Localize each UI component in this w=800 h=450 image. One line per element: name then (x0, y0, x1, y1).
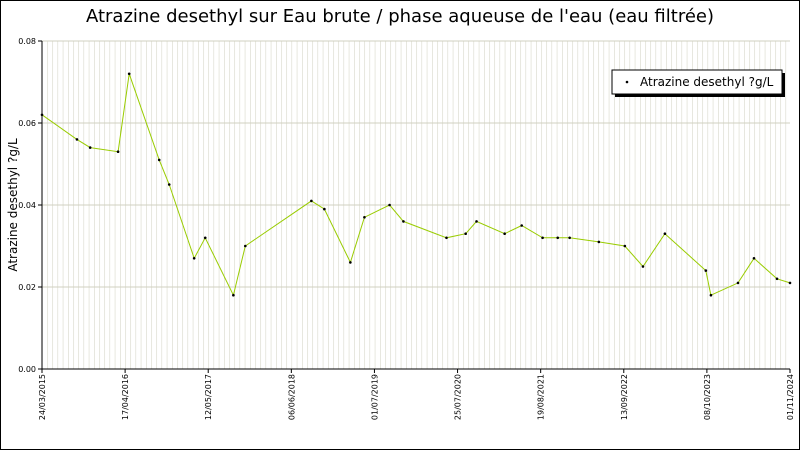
point (541, 236, 544, 240)
point (363, 216, 366, 219)
y-axis-label: Atrazine desethyl ?g/L (6, 138, 20, 272)
y-tick-label: 0.06 (18, 119, 36, 128)
point (788, 281, 792, 285)
point (244, 244, 247, 248)
chart-title: Atrazine desethyl sur Eau brute / phase … (86, 6, 714, 27)
point (709, 293, 713, 297)
point (775, 277, 779, 281)
y-tick-label: 0.04 (18, 201, 36, 210)
point (349, 261, 352, 264)
x-tick-label: 25/07/2020 (454, 374, 463, 420)
point (127, 72, 131, 76)
x-tick-label: 17/04/2016 (121, 374, 130, 420)
point (568, 236, 571, 240)
point (556, 236, 560, 240)
point (323, 207, 326, 211)
point (597, 240, 601, 244)
point (752, 257, 756, 260)
point (88, 146, 92, 149)
point (736, 281, 740, 285)
x-tick-label: 13/09/2022 (620, 374, 629, 420)
point (40, 113, 44, 117)
point (623, 244, 627, 248)
legend-marker (625, 80, 629, 84)
point (157, 158, 161, 162)
point (167, 183, 171, 186)
point (310, 199, 313, 203)
x-tick-label: 06/06/2018 (287, 374, 296, 420)
point (464, 232, 467, 235)
x-tick-label: 24/03/2015 (38, 374, 47, 420)
x-tick-label: 01/07/2019 (370, 374, 379, 420)
point (192, 257, 196, 260)
point (388, 203, 391, 207)
legend-box (611, 69, 783, 95)
point (75, 138, 79, 141)
legend-label: Atrazine desethyl ?g/L (640, 75, 774, 89)
point (445, 236, 448, 240)
point (402, 220, 405, 223)
point (232, 293, 235, 297)
point (641, 265, 645, 268)
y-tick-label: 0.00 (18, 365, 36, 374)
point (704, 269, 708, 272)
point (520, 224, 524, 227)
point (475, 220, 478, 223)
x-tick-label: 08/10/2023 (703, 374, 712, 420)
point (503, 232, 506, 235)
x-tick-label: 19/08/2021 (537, 374, 546, 420)
point (203, 236, 207, 240)
y-tick-label: 0.08 (18, 37, 36, 46)
x-tick-label: 12/05/2017 (204, 374, 213, 420)
y-tick-label: 0.02 (18, 283, 36, 292)
point (116, 150, 120, 153)
x-tick-label: 01/11/2024 (786, 374, 795, 420)
point (663, 232, 667, 235)
